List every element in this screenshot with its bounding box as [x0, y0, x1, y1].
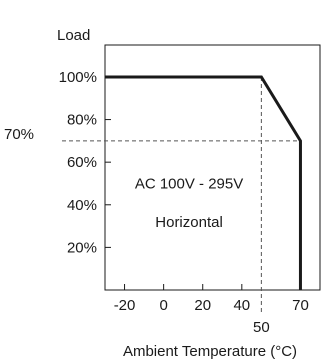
- plot-frame: [104, 44, 321, 291]
- y-tick-label: 80%: [67, 112, 97, 129]
- y-tick-label: 60%: [67, 154, 97, 171]
- x-axis-label: Ambient Temperature (°C): [123, 343, 297, 360]
- y-extra-tick-label: 70%: [4, 126, 34, 143]
- x-tick-label: 0: [159, 297, 167, 314]
- x-tick-label: -20: [114, 297, 136, 314]
- y-axis-label: Load: [57, 27, 90, 44]
- x-tick-label: 40: [233, 297, 250, 314]
- y-tick-label: 100%: [59, 69, 97, 86]
- chart-annotation: AC 100V - 295V: [135, 175, 243, 192]
- x-extra-tick-label: 50: [253, 319, 270, 336]
- chart-annotation: Horizontal: [155, 214, 223, 231]
- derating-curve: [105, 75, 302, 290]
- y-tick-label: 40%: [67, 197, 97, 214]
- x-tick-label: 20: [194, 297, 211, 314]
- y-tick-label: 20%: [67, 239, 97, 256]
- x-tick-label: 70: [292, 297, 309, 314]
